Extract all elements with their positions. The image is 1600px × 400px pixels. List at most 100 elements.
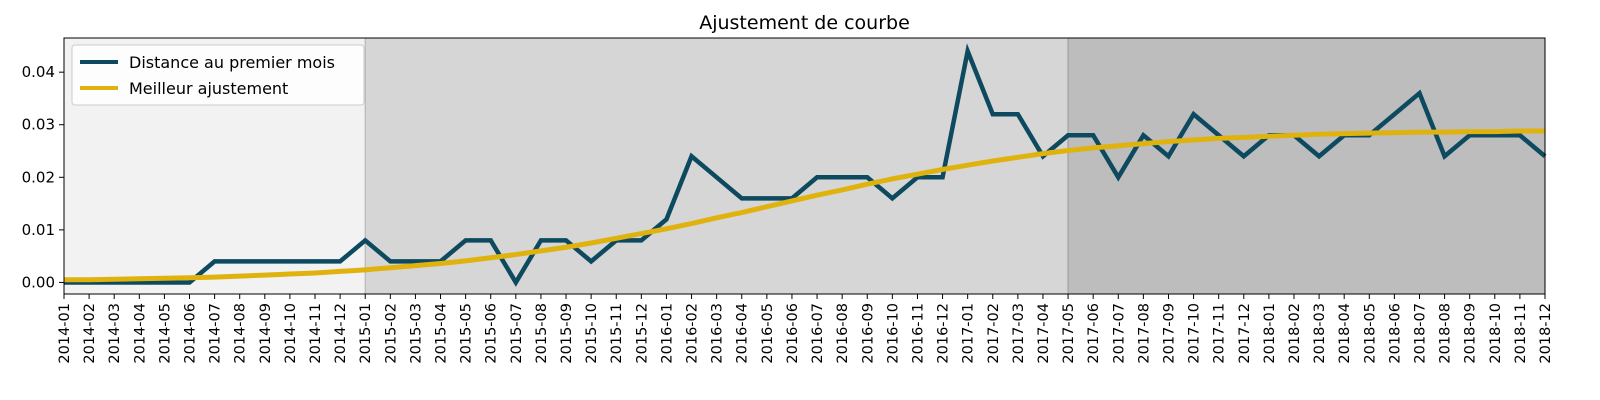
data-point (1192, 138, 1196, 142)
data-point (1141, 142, 1145, 146)
data-point (388, 259, 392, 263)
x-tick-label: 2015-08 (534, 303, 550, 364)
x-tick-label: 2014-07 (208, 303, 224, 364)
x-tick-label: 2017-08 (1136, 303, 1152, 364)
data-point (765, 205, 769, 209)
y-tick-label: 0.04 (22, 63, 55, 81)
data-point (865, 175, 869, 179)
data-point (1518, 129, 1522, 133)
data-point (715, 216, 719, 220)
x-tick-label: 2017-03 (1011, 303, 1027, 364)
data-point (991, 112, 995, 116)
data-point (1342, 132, 1346, 136)
x-tick-label: 2014-10 (283, 303, 299, 364)
data-point (137, 277, 141, 281)
data-point (1493, 130, 1497, 134)
x-tick-label: 2014-05 (157, 303, 173, 364)
x-tick-label: 2015-04 (434, 303, 450, 364)
x-axis: 2014-01 2014-02 2014-03 2014-04 2014-05 2014-… (57, 294, 1554, 364)
data-point (1518, 133, 1522, 137)
data-point (213, 259, 217, 263)
x-tick-label: 2017-04 (1036, 303, 1052, 364)
x-tick-label: 2014-08 (233, 303, 249, 364)
x-tick-label: 2016-03 (710, 303, 726, 364)
data-point (1091, 146, 1095, 150)
x-tick-label: 2014-01 (57, 303, 73, 364)
x-tick-label: 2018-06 (1387, 303, 1403, 364)
x-tick-label: 2017-06 (1086, 303, 1102, 364)
data-point (1468, 130, 1472, 134)
data-point (1242, 154, 1246, 158)
data-point (966, 163, 970, 167)
data-point (966, 49, 970, 53)
x-tick-label: 2018-02 (1287, 303, 1303, 364)
data-point (188, 280, 192, 284)
data-point (514, 280, 518, 284)
data-point (514, 253, 518, 257)
data-point (464, 259, 468, 263)
y-tick-label: 0.02 (22, 168, 55, 186)
x-tick-label: 2016-04 (735, 303, 751, 364)
x-tick-label: 2015-01 (358, 303, 374, 364)
x-tick-label: 2014-02 (82, 303, 98, 364)
data-point (1317, 132, 1321, 136)
x-tick-label: 2016-01 (659, 303, 675, 364)
data-point (338, 269, 342, 273)
data-point (1292, 133, 1296, 137)
x-tick-label: 2017-11 (1212, 303, 1228, 364)
data-point (1116, 144, 1120, 148)
data-point (288, 272, 292, 276)
data-point (1317, 154, 1321, 158)
data-point (1192, 112, 1196, 116)
data-point (991, 159, 995, 163)
data-point (614, 236, 618, 240)
x-tick-label: 2014-12 (333, 303, 349, 364)
y-tick-label: 0.00 (22, 273, 55, 291)
x-tick-label: 2016-07 (810, 303, 826, 364)
data-point (489, 238, 493, 242)
data-point (815, 175, 819, 179)
data-point (664, 227, 668, 231)
series-layer (64, 43, 1547, 287)
x-tick-label: 2017-09 (1161, 303, 1177, 364)
data-point (639, 238, 643, 242)
data-point (413, 264, 417, 268)
data-point (1166, 154, 1170, 158)
x-tick-label: 2017-05 (1061, 303, 1077, 364)
data-point (413, 259, 417, 263)
data-point (1016, 155, 1020, 159)
data-point (790, 199, 794, 203)
series-line (64, 43, 1547, 287)
data-point (1091, 133, 1095, 137)
data-point (1141, 133, 1145, 137)
legend: Distance au premier mois Meilleur ajuste… (71, 44, 365, 106)
data-point (1116, 175, 1120, 179)
x-tick-label: 2018-07 (1412, 303, 1428, 364)
data-point (1016, 112, 1020, 116)
y-axis: 0.00 0.01 0.02 0.03 0.04 (22, 63, 64, 291)
x-tick-label: 2016-10 (885, 303, 901, 364)
series-line (64, 128, 1545, 283)
data-point (1217, 136, 1221, 140)
x-tick-label: 2015-07 (509, 303, 525, 364)
data-point (890, 177, 894, 181)
data-point (690, 154, 694, 158)
x-tick-label: 2016-09 (860, 303, 876, 364)
data-point (162, 280, 166, 284)
data-point (1443, 130, 1447, 134)
data-point (941, 167, 945, 171)
x-tick-label: 2018-05 (1362, 303, 1378, 364)
x-tick-label: 2016-11 (910, 303, 926, 364)
data-point (489, 256, 493, 260)
x-tick-label: 2015-03 (408, 303, 424, 364)
data-point (865, 182, 869, 186)
data-point (263, 273, 267, 277)
data-point (564, 245, 568, 249)
x-tick-label: 2017-12 (1237, 303, 1253, 364)
data-point (464, 238, 468, 242)
x-tick-label: 2014-04 (132, 303, 148, 364)
data-point (1443, 154, 1447, 158)
x-tick-label: 2016-02 (685, 303, 701, 364)
data-point (1392, 112, 1396, 116)
